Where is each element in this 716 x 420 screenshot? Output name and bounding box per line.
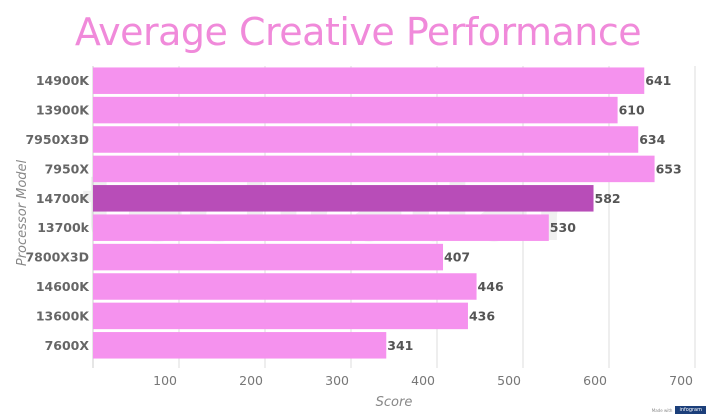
- data-label: 641: [645, 73, 671, 88]
- y-category-label: 7950X: [45, 161, 90, 176]
- y-category-label: 13700k: [37, 220, 89, 235]
- x-tick-label: 200: [239, 373, 263, 388]
- infogram-badge: infogram: [675, 406, 706, 414]
- data-label: 341: [387, 338, 413, 353]
- x-tick-label: 300: [325, 373, 349, 388]
- data-label: 407: [444, 250, 470, 265]
- y-category-label: 14600K: [36, 279, 90, 294]
- data-label: 610: [619, 103, 645, 118]
- bar-7950x3d: [93, 126, 639, 153]
- bar-14900k: [93, 67, 645, 94]
- y-category-label: 7800X3D: [25, 250, 89, 265]
- bar-7950x: [93, 155, 655, 183]
- y-category-label: 14700K: [36, 191, 90, 206]
- y-category-label: 14900K: [36, 73, 90, 88]
- data-label: 530: [550, 220, 576, 235]
- data-label: 582: [595, 191, 621, 206]
- x-tick-label: 100: [153, 373, 177, 388]
- data-label: 436: [469, 308, 495, 323]
- chart-title: Average Creative Performance: [74, 10, 642, 54]
- bar-14700k: [93, 185, 594, 212]
- y-category-label: 13600K: [36, 308, 90, 323]
- x-tick-label: 400: [411, 373, 435, 388]
- y-category-label: 7950X3D: [25, 132, 89, 147]
- x-tick-label: 700: [669, 373, 693, 388]
- y-category-label: 13900K: [36, 103, 90, 118]
- data-label: 634: [639, 132, 665, 147]
- bar-13900k: [93, 96, 618, 124]
- x-tick-label: 600: [583, 373, 607, 388]
- bar-7600x: [93, 332, 387, 359]
- bar-13600k: [93, 302, 468, 330]
- x-axis-label: Score: [376, 395, 413, 410]
- bar-7800x3d: [93, 243, 444, 271]
- x-tick-label: 500: [497, 373, 521, 388]
- y-axis-label: Processor Model: [15, 159, 30, 266]
- data-label: 446: [478, 279, 504, 294]
- made-with-text: Made with: [651, 407, 673, 413]
- infogram-logo[interactable]: Made with infogram: [652, 406, 706, 414]
- y-category-label: 7600X: [45, 338, 90, 353]
- data-label: 653: [656, 161, 682, 176]
- bar-14600k: [93, 273, 477, 300]
- bar-13700k: [93, 214, 549, 241]
